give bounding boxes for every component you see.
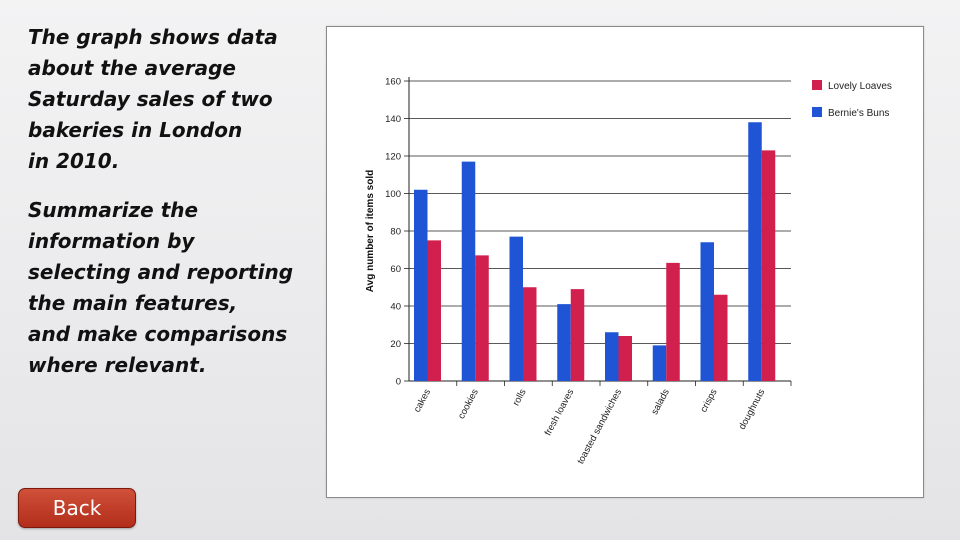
legend-label: Bernie's Buns [828,108,889,119]
prompt-line: Saturday sales of two [28,87,273,111]
prompt-line: selecting and reporting [28,260,294,284]
bar-lovely-loaves [618,336,632,381]
bar-lovely-loaves [570,289,585,381]
y-tick-label: 100 [385,189,401,200]
bar-bernies-buns [509,236,523,381]
y-tick-label: 40 [390,302,401,313]
prompt-line: information by [28,229,195,253]
x-category-label: doughnuts [737,387,768,432]
bar-lovely-loaves [523,287,537,381]
bar-chart: 0 20 40 60 80 100 120 140 160 Avg number of items… [365,77,892,467]
y-tick-label: 160 [385,77,401,88]
x-category-label: cakes [412,387,433,414]
y-tick-label: 140 [385,114,401,125]
prompt-line: where relevant. [28,353,207,377]
prompt-line: the main features, [28,291,238,315]
prompt-line: Summarize the [28,198,199,222]
y-tick-label: 60 [390,264,401,275]
prompt-paragraph-1: The graph shows data about the average S… [28,22,318,177]
bar-lovely-loaves [714,294,728,381]
bar-bernies-buns [557,304,571,381]
bar-lovely-loaves [666,262,680,381]
x-category-label: toasted sandwiches [575,387,624,466]
task-prompt: The graph shows data about the average S… [28,22,318,399]
chart-frame: 0 20 40 60 80 100 120 140 160 Avg number of items… [326,26,924,498]
bar-bernies-buns [605,332,619,381]
y-tick-label: 0 [396,377,401,388]
x-category-label: rolls [511,387,529,408]
bar-lovely-loaves [475,255,489,381]
back-button[interactable]: Back [18,488,136,528]
y-tick-label: 20 [390,339,401,350]
bar-lovely-loaves [761,150,776,381]
x-category-label: salads [649,387,672,417]
y-axis-label: Avg number of items sold [365,170,376,292]
bar-bernies-buns [461,161,476,381]
y-tick-label: 80 [390,227,401,238]
x-category-label: cookies [456,387,481,421]
prompt-paragraph-2: Summarize the information by selecting a… [28,195,318,381]
bar-bernies-buns [652,345,667,381]
legend-swatch [812,80,822,90]
y-tick-label: 120 [385,152,401,163]
prompt-line: and make comparisons [28,322,288,346]
bar-bernies-buns [748,122,762,381]
prompt-line: in 2010. [28,149,120,173]
prompt-line: The graph shows data [28,25,278,49]
prompt-line: bakeries in London [28,118,243,142]
x-category-label: crisps [698,387,719,414]
prompt-line: about the average [28,56,236,80]
bar-lovely-loaves [427,240,441,381]
x-category-label: fresh loaves [543,387,577,438]
legend-swatch [812,107,822,117]
legend-label: Lovely Loaves [828,81,892,92]
bar-bernies-buns [700,242,714,381]
bar-bernies-buns [414,189,428,381]
